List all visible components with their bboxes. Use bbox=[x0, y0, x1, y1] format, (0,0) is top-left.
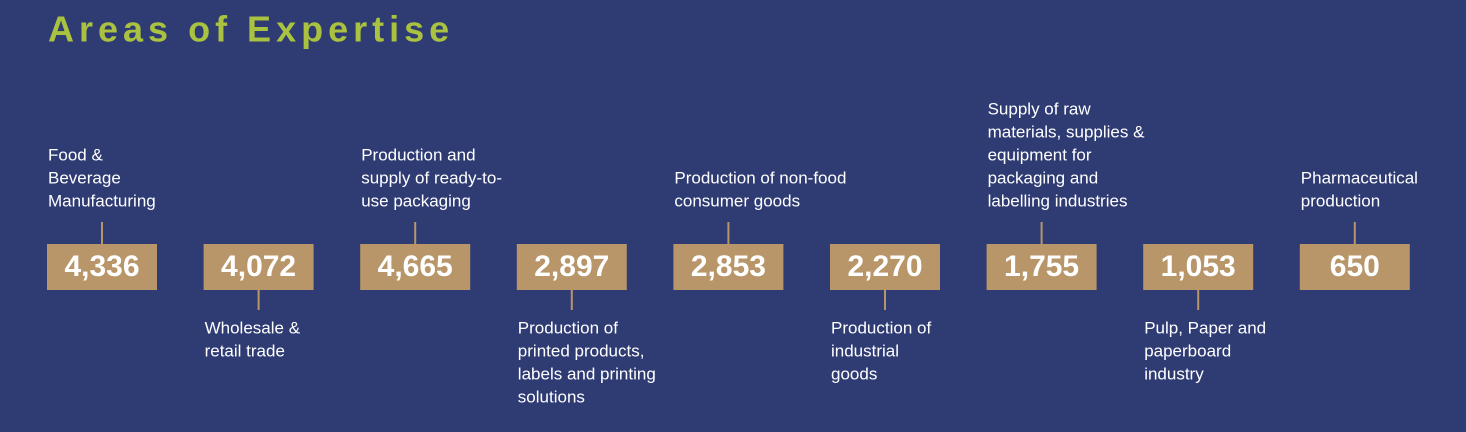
label-line: supply of ready-to- bbox=[361, 168, 502, 187]
value-box bbox=[516, 244, 627, 290]
value: 4,072 bbox=[221, 250, 296, 283]
value-box bbox=[203, 244, 314, 290]
value: 2,853 bbox=[691, 250, 766, 283]
label-line: use packaging bbox=[361, 191, 471, 210]
label-line: consumer goods bbox=[674, 191, 800, 210]
label-line: Food & bbox=[48, 145, 103, 164]
value: 650 bbox=[1330, 250, 1380, 283]
label-line: retail trade bbox=[205, 341, 285, 360]
label-line: labelling industries bbox=[988, 191, 1128, 210]
value: 2,897 bbox=[534, 250, 609, 283]
label-line: Production of bbox=[831, 318, 931, 337]
label-line: labels and printing bbox=[518, 364, 656, 383]
label-line: equipment for bbox=[988, 145, 1092, 164]
label-line: industrial bbox=[831, 341, 899, 360]
value-box bbox=[830, 244, 940, 290]
label-line: printed products, bbox=[518, 341, 645, 360]
label-line: industry bbox=[1144, 364, 1204, 383]
label-line: paperboard bbox=[1144, 341, 1231, 360]
label-line: Supply of raw bbox=[988, 99, 1092, 118]
value-box bbox=[1143, 244, 1254, 290]
label-line: Pharmaceutical bbox=[1301, 168, 1418, 187]
value-box bbox=[1299, 244, 1410, 290]
label-line: Beverage bbox=[48, 168, 121, 187]
label-line: production bbox=[1301, 191, 1380, 210]
label-line: packaging and bbox=[988, 168, 1099, 187]
label-line: Manufacturing bbox=[48, 191, 156, 210]
label-line: Production of non-food bbox=[674, 168, 846, 187]
label-line: solutions bbox=[518, 387, 585, 406]
label-line: Production and bbox=[361, 145, 475, 164]
label-line: Production of bbox=[518, 318, 618, 337]
value: 4,336 bbox=[64, 250, 139, 283]
label-line: Pulp, Paper and bbox=[1144, 318, 1266, 337]
value: 1,755 bbox=[1004, 250, 1079, 283]
value: 4,665 bbox=[378, 250, 453, 283]
label-line: Wholesale & bbox=[205, 318, 301, 337]
value: 2,270 bbox=[847, 250, 922, 283]
value: 1,053 bbox=[1161, 250, 1236, 283]
title: Areas of Expertise bbox=[48, 9, 454, 50]
value-box bbox=[47, 244, 157, 290]
value-box bbox=[986, 244, 1097, 290]
label-line: goods bbox=[831, 364, 877, 383]
value-box bbox=[360, 244, 471, 290]
value-box bbox=[673, 244, 784, 290]
label-line: materials, supplies & bbox=[988, 122, 1146, 141]
